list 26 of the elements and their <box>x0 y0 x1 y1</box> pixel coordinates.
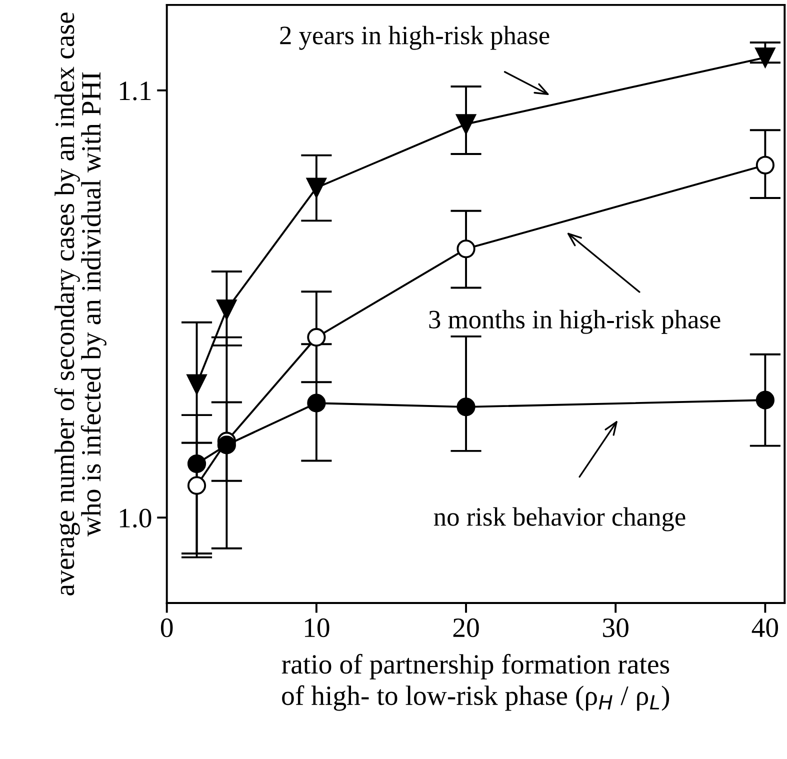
point <box>187 454 206 474</box>
point <box>755 47 776 68</box>
point <box>456 114 476 134</box>
y-axis-title: average number of secondary cases by an index case who is infected by an individual with PHI <box>54 12 106 596</box>
x-tick-label: 30 <box>603 618 628 638</box>
x-tick-label: 10 <box>304 618 330 638</box>
point <box>756 156 774 174</box>
annotation: no risk behavior change <box>434 507 686 532</box>
point <box>456 240 476 258</box>
point <box>217 436 236 454</box>
point <box>307 394 326 412</box>
point <box>216 300 237 320</box>
point <box>307 328 326 347</box>
point <box>756 390 774 410</box>
point <box>306 178 326 198</box>
x-tick-label: 0 <box>160 618 173 638</box>
annotation: 2 years in high-risk phase <box>280 26 550 50</box>
point <box>456 398 476 416</box>
annotation: 3 months in high-risk phase <box>429 310 720 334</box>
y-tick-label: 1.1 <box>120 82 151 100</box>
x-tick-label: 20 <box>453 618 479 638</box>
y-tick-label: 1.0 <box>120 508 152 528</box>
x-tick-label: 40 <box>752 618 778 638</box>
point <box>186 374 207 394</box>
point <box>187 476 206 495</box>
x-axis-title: ratio of partnership formation rates of high- to low-risk phase (ρ$_{H}$ / ρ$_{L}$) <box>282 654 670 711</box>
